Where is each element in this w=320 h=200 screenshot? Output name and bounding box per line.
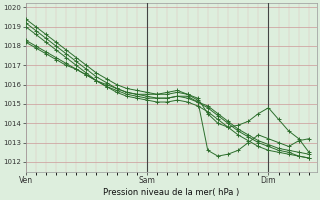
X-axis label: Pression niveau de la mer( hPa ): Pression niveau de la mer( hPa ) [103, 188, 239, 197]
